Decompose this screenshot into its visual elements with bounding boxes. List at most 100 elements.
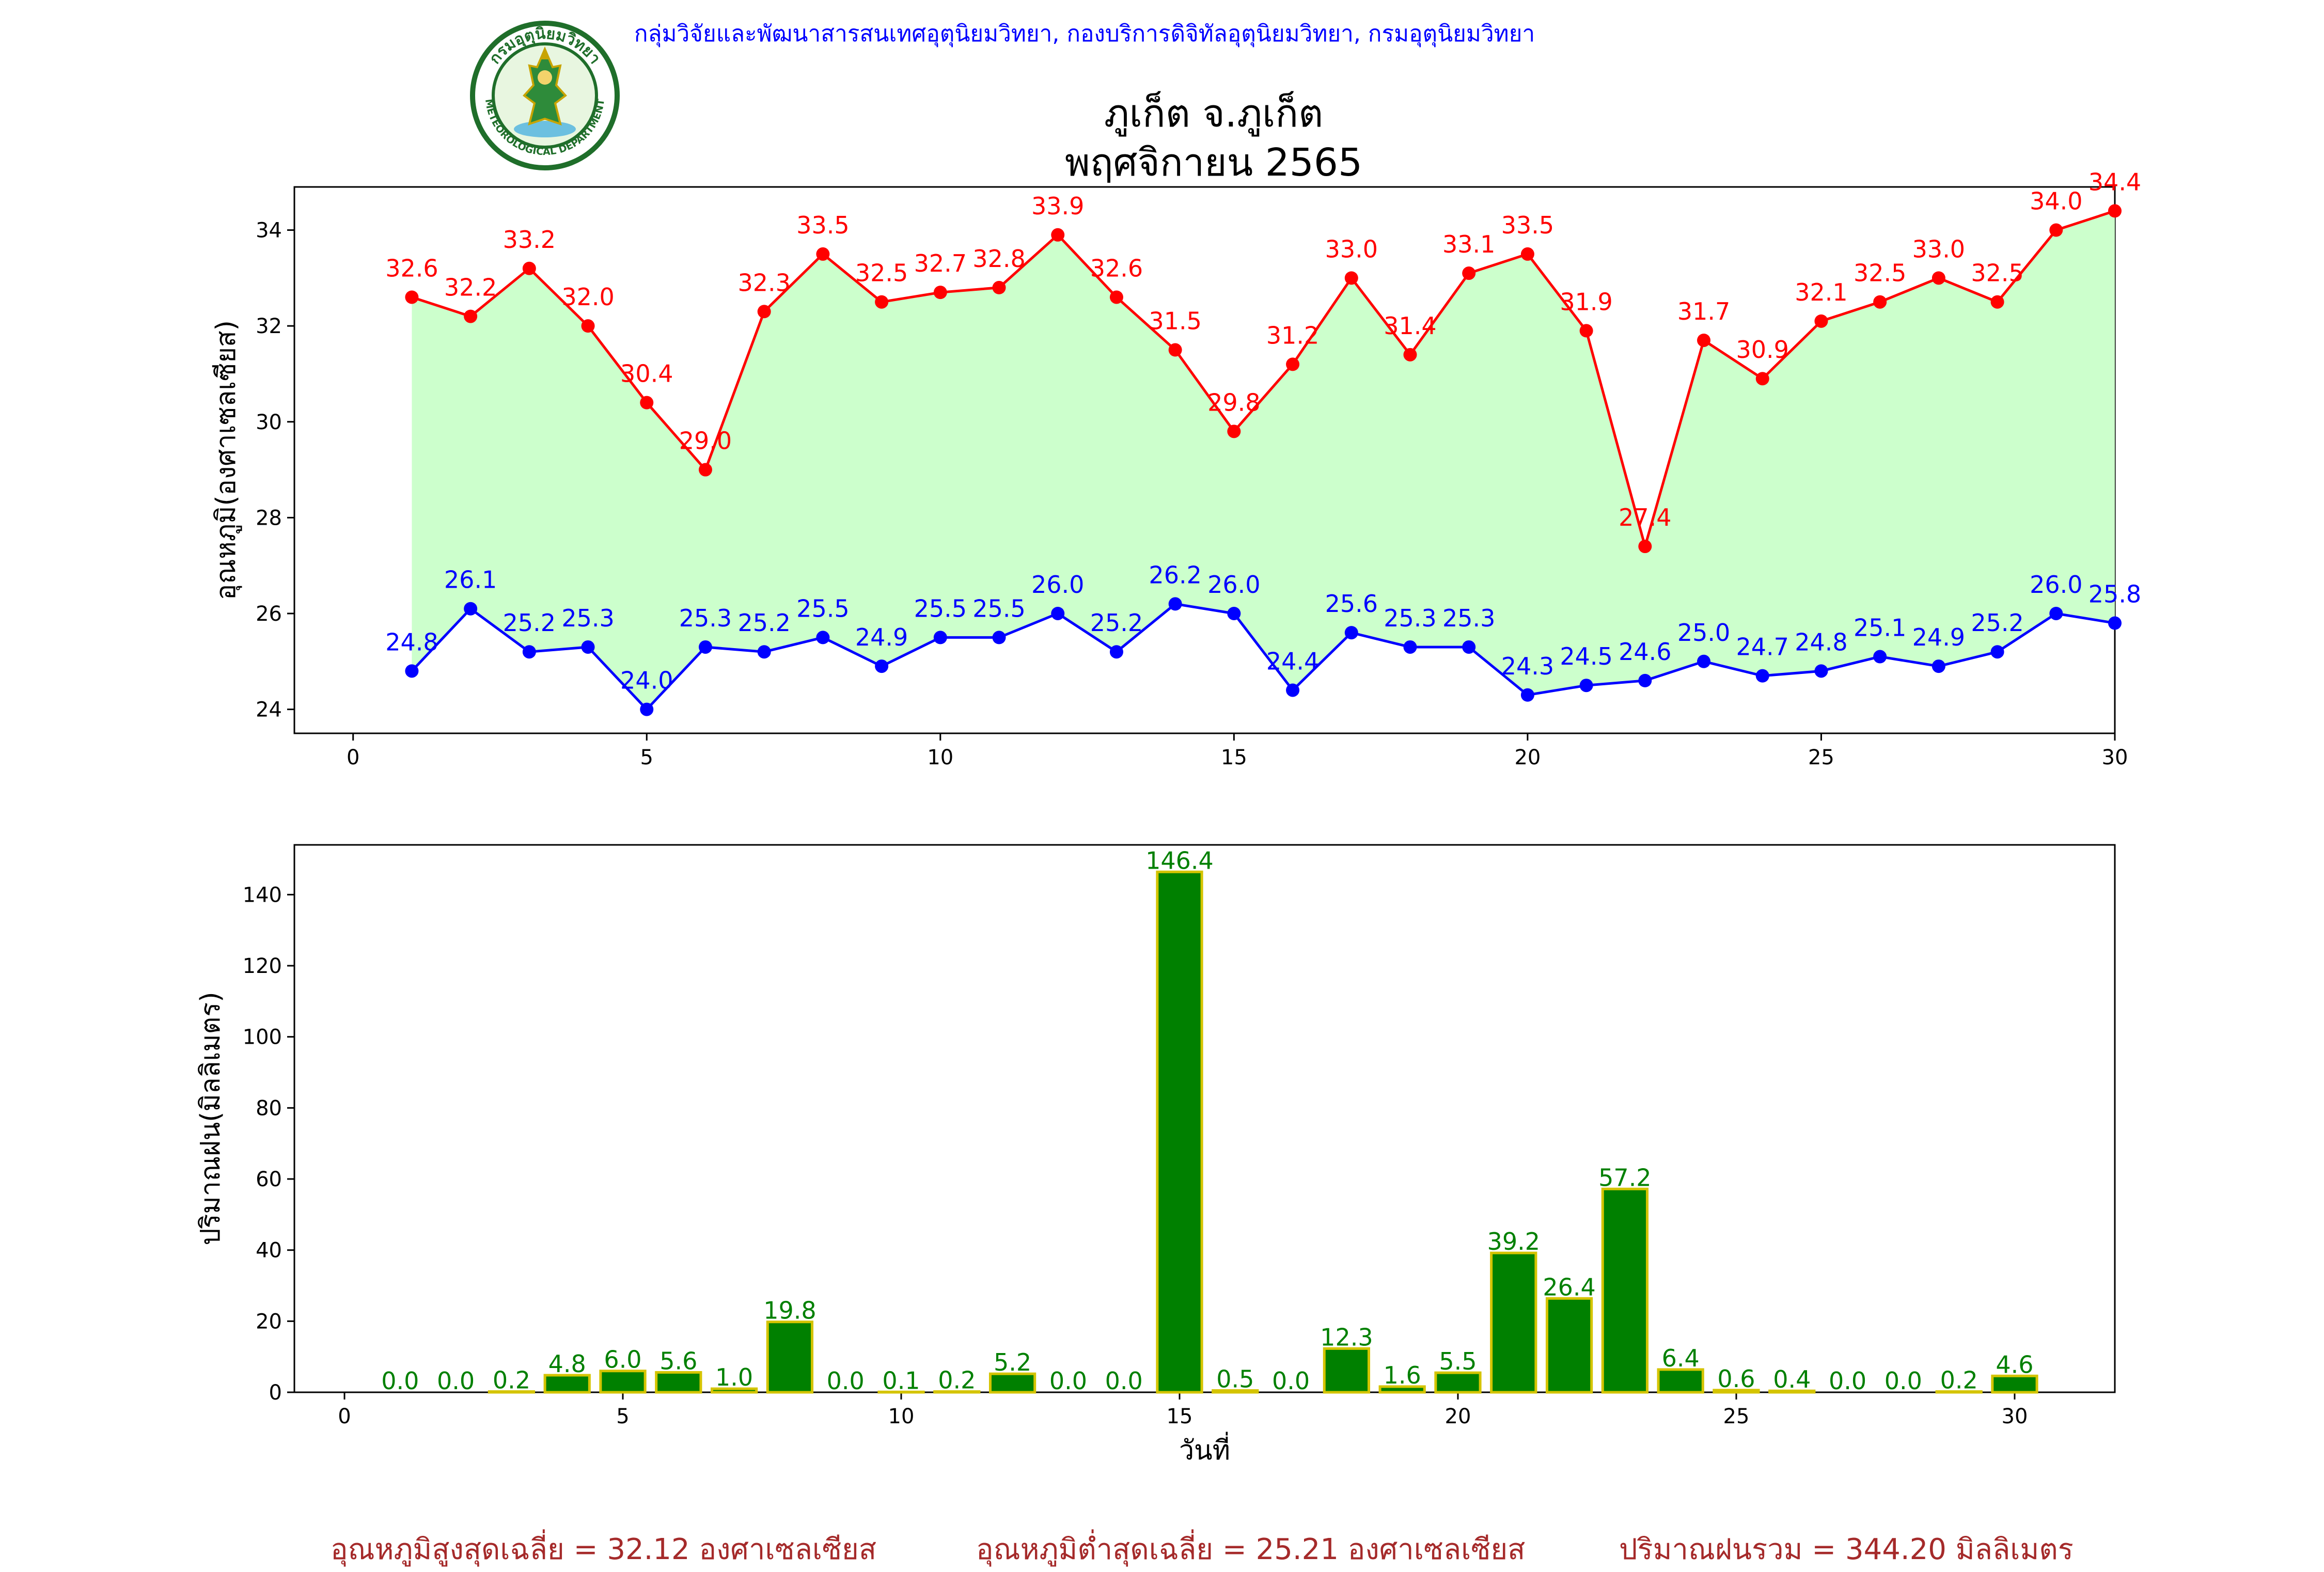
rain-bar-label: 6.0 [604, 1346, 641, 1374]
rain-bar-label: 0.2 [938, 1366, 976, 1394]
max-temp-label: 31.9 [1560, 288, 1612, 316]
rain-bar-label: 39.2 [1487, 1228, 1540, 1255]
max-temp-label: 32.5 [1971, 259, 2023, 287]
max-temp-point [933, 286, 947, 300]
x-tick-label: 0 [347, 746, 359, 769]
rain-bar-label: 19.8 [763, 1297, 816, 1325]
min-temp-point [2108, 616, 2122, 630]
max-temp-point [1520, 247, 1534, 261]
max-temp-line [411, 210, 2115, 552]
rain-bar-label: 0.0 [1829, 1367, 1866, 1395]
min-temp-label: 26.0 [1207, 571, 1260, 599]
max-temp-label: 33.2 [503, 226, 556, 254]
rain-bar [1156, 870, 1203, 1394]
min-temp-label: 25.5 [914, 594, 967, 622]
x-tick-label: 0 [338, 1405, 351, 1428]
logo-deity-icon [514, 46, 576, 137]
max-temp-point [2049, 223, 2063, 237]
x-tick-label: 25 [1723, 1405, 1750, 1428]
max-temp-point [1462, 266, 1476, 280]
min-temp-point [2049, 606, 2063, 620]
rain-bar [1490, 1251, 1537, 1394]
chart-title-period: พฤศจิกายน 2565 [1064, 140, 1363, 185]
max-temp-point [1168, 343, 1182, 357]
min-temp-point [1579, 679, 1593, 693]
min-temp-point [1873, 650, 1887, 664]
max-temp-label: 33.0 [1325, 235, 1378, 263]
max-temp-point [1814, 314, 1828, 328]
plot-frame [293, 844, 2116, 1393]
max-temp-label: 34.0 [2030, 187, 2082, 215]
min-temp-label: 24.3 [1501, 652, 1554, 680]
x-tick-label: 20 [1445, 1405, 1471, 1428]
y-tick-label: 28 [256, 506, 282, 530]
max-temp-point [1990, 295, 2004, 309]
min-temp-line [411, 602, 2115, 712]
chart-title-station: ภูเก็ต จ.ภูเก็ต [1104, 91, 1324, 136]
temperature-chart: 0 5 10 15 20 25 30 24 26 28 30 32 34 อุณหภูมิ(องศาเซล… [211, 168, 2141, 769]
y-tick-label: 24 [256, 698, 282, 722]
max-temp-label: 29.0 [679, 427, 732, 455]
min-temp-label: 24.4 [1266, 647, 1319, 675]
max-temp-label: 32.7 [914, 249, 967, 277]
max-temp-label: 34.4 [2089, 168, 2141, 196]
rain-bar-label: 4.6 [1996, 1350, 2033, 1378]
max-temp-point [1227, 425, 1241, 438]
rain-bar-label: 0.5 [1216, 1365, 1254, 1393]
y-tick-label: 20 [256, 1310, 282, 1333]
min-temp-label: 25.0 [1677, 619, 1730, 647]
min-temp-point [875, 659, 889, 673]
max-temp-point [640, 396, 654, 410]
rain-bar [988, 1372, 1037, 1394]
max-temp-point [405, 290, 419, 304]
max-temp-label: 31.5 [1149, 307, 1201, 335]
max-temp-label: 32.5 [1854, 259, 1906, 287]
rain-bar [1991, 1374, 2038, 1394]
min-temp-point [698, 640, 712, 654]
rain-bar-label: 0.1 [882, 1366, 920, 1394]
min-temp-label: 26.1 [444, 566, 497, 594]
max-temp-point [1755, 372, 1769, 386]
rain-bar-label: 0.2 [493, 1366, 530, 1394]
min-temp-point [1344, 626, 1358, 640]
rain-bar-label: 0.0 [1105, 1367, 1143, 1395]
x-axis-label: วันที่ [1179, 1432, 1230, 1466]
y-tick-label: 26 [256, 602, 282, 626]
min-temp-label: 25.3 [561, 604, 614, 632]
max-temp-label: 33.9 [1031, 192, 1084, 220]
min-temp-point [1168, 597, 1182, 611]
max-temp-label: 33.5 [1501, 211, 1554, 239]
min-temp-label: 25.2 [1090, 609, 1143, 637]
y-axis-label: ปริมาณฝน(มิลลิเมตร) [195, 992, 226, 1245]
max-temp-point [1579, 324, 1593, 338]
y-tick-label: 30 [256, 411, 282, 434]
max-temp-point [1051, 228, 1065, 242]
meteorological-department-logo: กรมอุตุนิยมวิทยา METEOROLOGICAL DEPARTME… [470, 21, 620, 170]
rain-bar-label: 5.6 [659, 1347, 697, 1375]
y-tick-label: 0 [269, 1381, 282, 1405]
max-temp-label: 31.4 [1384, 312, 1436, 340]
rain-bar [655, 1371, 702, 1394]
min-temp-point [1051, 606, 1065, 620]
y-tick-label: 32 [256, 315, 282, 338]
min-temp-label: 25.6 [1325, 590, 1378, 618]
min-temp-label: 26.0 [2030, 571, 2082, 599]
rain-bar-label: 0.0 [827, 1367, 865, 1395]
rain-bar-label: 0.4 [1773, 1365, 1811, 1393]
rain-bar-label: 1.6 [1384, 1361, 1421, 1389]
rain-bar-label: 4.8 [548, 1350, 586, 1378]
min-temp-point [1990, 645, 2004, 659]
min-temp-label: 24.6 [1619, 638, 1671, 666]
min-temp-label: 24.8 [1795, 628, 1847, 656]
rain-bar-label: 0.0 [1885, 1367, 1922, 1395]
min-temp-label: 26.2 [1149, 561, 1201, 589]
max-temp-point [1932, 271, 1945, 285]
max-temp-label: 30.9 [1736, 336, 1789, 364]
min-temp-label: 25.2 [503, 609, 556, 637]
rain-bar [599, 1370, 647, 1394]
min-temp-point [640, 702, 654, 716]
rain-bar [1545, 1297, 1593, 1394]
max-temp-point [757, 305, 771, 319]
min-temp-point [1814, 664, 1828, 678]
min-temp-label: 25.3 [1442, 604, 1495, 632]
